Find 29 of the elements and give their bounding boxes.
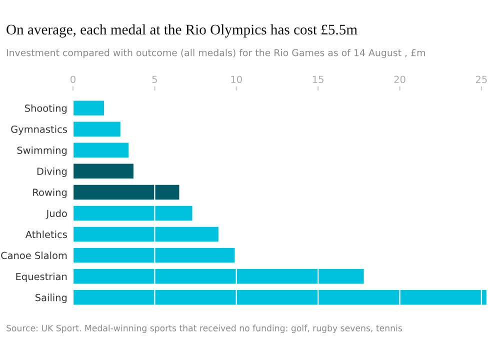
y-tick-label: Sailing bbox=[36, 294, 67, 304]
x-tick-label: 20 bbox=[394, 76, 406, 84]
x-tick-label: 0 bbox=[70, 76, 76, 84]
bar bbox=[73, 184, 180, 200]
bar bbox=[73, 142, 129, 158]
source-note: Source: UK Sport. Medal-winning sports that received no funding: golf, rugby sevens, tennis bbox=[6, 324, 402, 334]
bar bbox=[73, 226, 218, 242]
x-tick-label: 25 bbox=[476, 76, 487, 84]
y-tick-label: Diving bbox=[37, 167, 67, 177]
y-tick-label: Gymnastics bbox=[11, 125, 67, 135]
y-tick-label: Canoe Slalom bbox=[1, 252, 67, 260]
y-tick-label: Shooting bbox=[25, 104, 67, 114]
x-tick-label: 10 bbox=[231, 76, 242, 84]
y-tick-label: Equestrian bbox=[16, 272, 67, 282]
bar bbox=[73, 268, 364, 284]
y-tick-label: Rowing bbox=[33, 188, 67, 198]
chart-subtitle: Investment compared with outcome (all medals) for the Rio Games as of 14 August , £m bbox=[6, 48, 425, 58]
y-tick-label: Swimming bbox=[17, 146, 67, 156]
y-tick-label: Judo bbox=[46, 210, 67, 219]
bar bbox=[73, 206, 192, 221]
bar bbox=[73, 164, 134, 179]
bar bbox=[73, 248, 235, 263]
bar bbox=[73, 290, 486, 305]
y-tick-label: Athletics bbox=[25, 230, 67, 238]
bar bbox=[73, 100, 104, 116]
bar bbox=[73, 122, 120, 136]
x-tick-label: 15 bbox=[312, 76, 324, 84]
x-tick-label: 5 bbox=[152, 76, 157, 84]
chart-title: On average, each medal at the Rio Olympics has cost £5.5m bbox=[6, 24, 358, 38]
